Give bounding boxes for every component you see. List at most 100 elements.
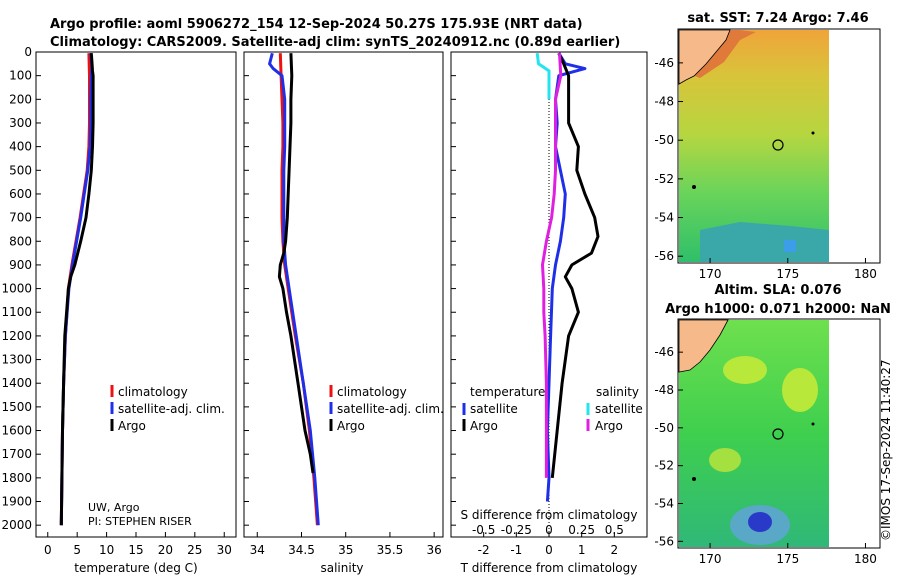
legend-sal-climatology: climatology [337,385,407,399]
series-satellite-adj-clim- [268,52,320,526]
s-tick-label: -0.25 [501,523,532,537]
lat-tick-label: -50 [654,421,674,435]
lon-tick-label: 170 [699,552,722,566]
sla-land [678,319,729,373]
depth-tick-label: 700 [9,211,32,225]
legend-s-satellite: satellite [595,402,643,416]
depth-tick-label: 1800 [1,471,32,485]
legend-argo: Argo [118,419,146,433]
sla-lat-axis: -46 -48 -50 -52 -54 -56 [654,345,683,548]
s-difference-label: S difference from climatology [461,508,638,522]
sla-dot-1 [692,477,696,481]
series-s-satellite [535,53,551,100]
sla-float-marker [772,428,784,440]
sst-cold-patch [700,222,829,262]
salinity-panel: 34 34.5 35 35.5 36 salinity climatology sate… [243,51,444,575]
sst-float-marker [772,139,784,151]
sla-eddy [748,512,772,532]
depth-tick-label: 800 [9,234,32,248]
lat-tick-label: -56 [654,534,674,548]
sst-map-panel: sat. SST: 7.24 Argo: 7.46 -46 -48 -50 -52 -5… [654,11,881,281]
depth-tick-label: 1500 [1,400,32,414]
depth-tick-label: 100 [9,69,32,83]
sla-high-patch-1 [723,356,767,384]
depth-tick-label: 200 [9,92,32,106]
sst-dot-1 [692,185,696,189]
copyright-stamp: ©IMOS 17-Sep-2024 11:40:27 [879,359,893,541]
sla-map-panel: Altim. SLA: 0.076 Argo h1000: 0.071 h200… [654,283,890,566]
sst-land [678,29,731,85]
temperature-legend: climatology satellite-adj. clim. Argo [110,385,225,433]
sla-high-patch-3 [709,448,741,472]
legend-satellite: satellite-adj. clim. [118,402,225,416]
series-t-argo [550,52,600,479]
lat-tick-label: -46 [654,56,674,70]
x-tick-label: 1 [578,543,586,557]
lat-tick-label: -48 [654,383,674,397]
depth-tick-label: 2000 [1,518,32,532]
x-tick-label: 34.5 [288,543,315,557]
depth-tick-label: 1100 [1,305,32,319]
x-tick-label: -1 [510,543,522,557]
x-tick-label: 36 [427,543,442,557]
difference-depth-ticks [451,51,456,526]
temperature-axis-label: temperature (deg C) [74,561,197,575]
lat-tick-label: -54 [654,211,674,225]
legend-sal-satellite: satellite-adj. clim. [337,402,444,416]
sla-map-title: Altim. SLA: 0.076 [715,283,842,298]
depth-tick-label: 400 [9,140,32,154]
figure-title-line1: Argo profile: aoml 5906272_154 12-Sep-20… [50,17,583,32]
lon-tick-label: 175 [776,267,799,281]
sst-dot-2 [811,131,815,135]
temperature-panel: 0100200300400500600700800900100011001200… [1,45,237,575]
temperature-axis: 0 5 10 15 20 25 30 [44,532,232,557]
s-tick-label: 0 [545,523,553,537]
x-tick-label: 34 [250,543,265,557]
x-tick-label: 25 [187,543,202,557]
depth-tick-label: 1700 [1,447,32,461]
legend-climatology: climatology [118,385,188,399]
difference-legend: temperature satellite Argo salinity sate… [462,385,643,433]
sla-high-patch-2 [782,368,818,412]
salinity-difference-ticks: -0.5 -0.25 0 0.25 0.5 [472,523,624,537]
lat-tick-label: -54 [654,496,674,510]
depth-tick-label: 600 [9,187,32,201]
depth-tick-label: 0 [24,45,32,59]
series-argo [277,53,315,474]
lon-tick-label: 170 [699,267,722,281]
sst-map-title: sat. SST: 7.24 Argo: 7.46 [687,11,868,26]
x-tick-label: 0 [545,543,553,557]
depth-tick-label: 300 [9,116,32,130]
x-tick-label: 2 [611,543,619,557]
s-tick-label: -0.5 [472,523,495,537]
x-tick-label: 20 [158,543,173,557]
salinity-axis-label: salinity [320,561,363,575]
depth-tick-label: 1600 [1,424,32,438]
sla-lon-axis: 170 175 180 [699,543,877,566]
difference-profiles [535,52,600,502]
sst-cold-spot [784,240,796,252]
s-tick-label: 0.5 [605,523,624,537]
x-tick-label: 30 [217,543,232,557]
x-tick-label: 10 [99,543,114,557]
temperature-profiles [59,53,95,526]
pi-credit: PI: STEPHEN RISER [88,515,192,528]
institution-credit: UW, Argo [88,501,140,514]
legend-s-argo: Argo [595,419,623,433]
series-s-argo [541,53,563,478]
salinity-profiles [268,52,320,526]
salinity-depth-ticks [244,51,249,526]
sst-lon-axis: 170 175 180 [699,258,877,281]
figure-title-line2: Climatology: CARS2009. Satellite-adj cli… [50,35,620,50]
difference-panel: -2 -1 0 1 2 temperature satellite Argo salin… [450,51,648,575]
series-argo [59,53,95,526]
depth-tick-label: 1200 [1,329,32,343]
depth-tick-label: 500 [9,163,32,177]
legend-salinity-title: salinity [596,385,639,399]
lat-tick-label: -56 [654,249,674,263]
lat-tick-label: -50 [654,133,674,147]
depth-tick-label: 1900 [1,495,32,509]
depth-tick-label: 900 [9,258,32,272]
legend-t-satellite: satellite [470,402,518,416]
